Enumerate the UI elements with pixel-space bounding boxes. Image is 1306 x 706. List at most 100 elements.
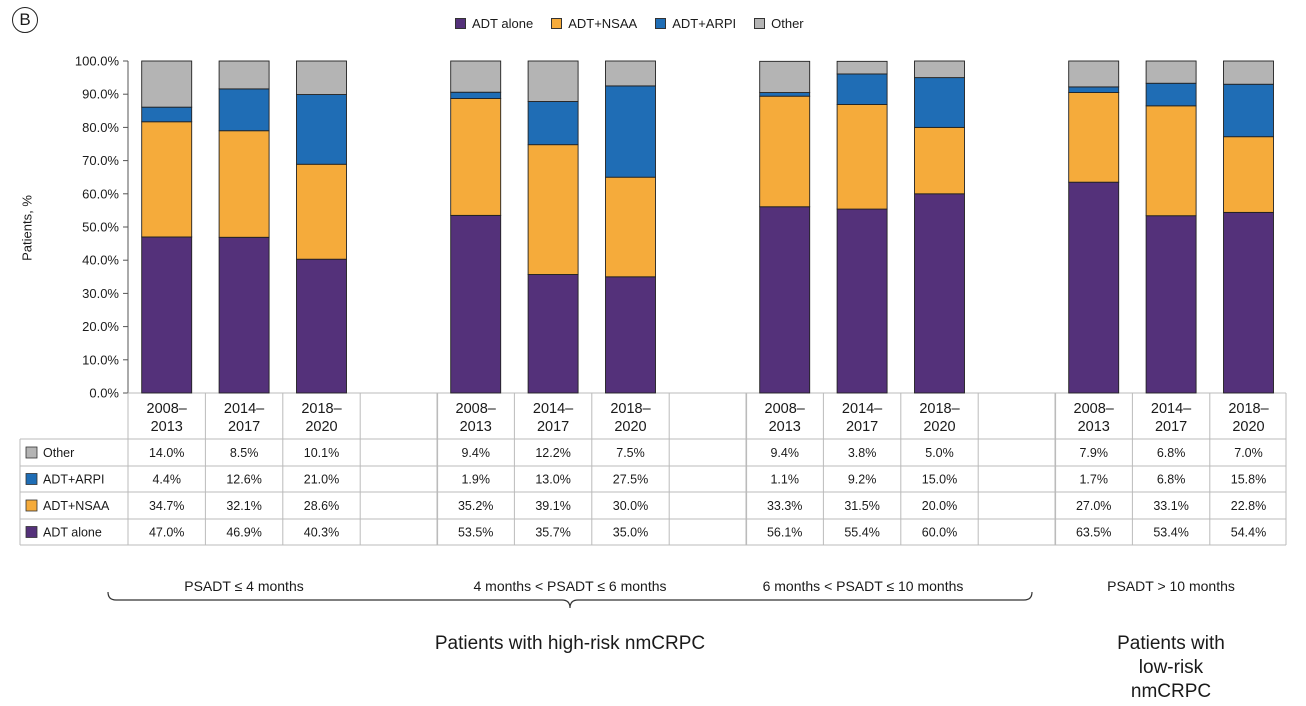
- legend-swatch-adt-alone: [455, 18, 466, 29]
- row-swatch-other: [25, 446, 38, 459]
- bar-segment-adt-arpi-g4-b2: [1145, 82, 1197, 107]
- table-cell-other: 3.8%: [848, 446, 877, 460]
- period-label-start: 2018–: [1228, 401, 1269, 417]
- legend-swatch-other: [754, 18, 766, 29]
- table-cell-adt-alone: 35.0%: [613, 526, 648, 540]
- group-label-psadt-gt-10: PSADT > 10 months: [1107, 578, 1235, 594]
- period-label-end: 2013: [460, 419, 492, 435]
- period-label-end: 2020: [923, 419, 955, 435]
- period-label-start: 2008–: [147, 401, 188, 417]
- bar-segment-adt-alone-g4-b2: [1145, 215, 1197, 394]
- legend-item-other: Other: [754, 16, 804, 31]
- y-tick-label: 60.0%: [82, 186, 119, 201]
- low-risk-cohort-label-line-1: Patients with: [1117, 633, 1225, 654]
- period-label-start: 2018–: [301, 401, 342, 417]
- period-label-end: 2017: [1155, 419, 1187, 435]
- period-label-end: 2017: [228, 419, 260, 435]
- table-cell-adt-arpi: 27.5%: [613, 473, 648, 487]
- period-label-start: 2014–: [1151, 401, 1192, 417]
- bar-segment-adt-arpi-g1-b1: [141, 106, 193, 123]
- bar-segment-adt-nsaa-g3-b1: [759, 95, 811, 208]
- table-cell-other: 9.4%: [461, 446, 490, 460]
- legend: ADT alone ADT+NSAA ADT+ARPI Other: [455, 16, 804, 31]
- table-cell-other: 14.0%: [149, 446, 184, 460]
- table-cell-other: 8.5%: [230, 446, 259, 460]
- bar-segment-adt-nsaa-g2-b1: [450, 98, 502, 216]
- bar-segment-other-g1-b2: [218, 60, 270, 90]
- table-cell-adt-arpi: 12.6%: [226, 473, 261, 487]
- period-label-start: 2014–: [842, 401, 883, 417]
- table-cell-adt-arpi: 6.8%: [1157, 473, 1186, 487]
- y-tick-label: 0.0%: [89, 386, 119, 401]
- group-label-psadt-4-6: 4 months < PSADT ≤ 6 months: [473, 578, 667, 594]
- bar-segment-adt-arpi-g3-b2: [836, 73, 888, 105]
- legend-item-adt-nsaa: ADT+NSAA: [551, 16, 637, 31]
- table-cell-adt-nsaa: 27.0%: [1076, 499, 1111, 513]
- bar-segment-adt-nsaa-g4-b3: [1223, 136, 1274, 213]
- bar-segment-other-g3-b3: [914, 60, 965, 79]
- period-label-end: 2017: [537, 419, 569, 435]
- bar-segment-adt-nsaa-g1-b2: [218, 130, 270, 238]
- table-cell-adt-nsaa: 30.0%: [613, 499, 648, 513]
- table-cell-adt-alone: 47.0%: [149, 526, 184, 540]
- bar-segment-adt-alone-g2-b1: [450, 214, 502, 394]
- row-label-adt-arpi: ADT+ARPI: [43, 473, 104, 487]
- high-risk-brace: [107, 591, 1033, 609]
- legend-label-other: Other: [771, 16, 804, 31]
- bar-segment-adt-alone-g3-b2: [836, 208, 888, 394]
- bar-segment-adt-alone-g2-b2: [527, 274, 579, 394]
- table-cell-adt-arpi: 1.7%: [1079, 473, 1108, 487]
- period-label-end: 2013: [769, 419, 801, 435]
- row-label-adt-nsaa: ADT+NSAA: [43, 499, 110, 513]
- period-label-end: 2013: [151, 419, 183, 435]
- table-cell-adt-alone: 54.4%: [1231, 526, 1266, 540]
- table-cell-adt-nsaa: 20.0%: [922, 499, 957, 513]
- table-cell-adt-nsaa: 39.1%: [535, 499, 570, 513]
- bar-segment-adt-nsaa-g1-b1: [141, 121, 193, 238]
- table-cell-adt-alone: 53.5%: [458, 526, 493, 540]
- bar-segment-adt-nsaa-g3-b2: [836, 104, 888, 210]
- period-label-end: 2020: [614, 419, 646, 435]
- table-cell-adt-alone: 35.7%: [535, 526, 570, 540]
- table-cell-other: 9.4%: [770, 446, 799, 460]
- bar-segment-adt-alone-g3-b1: [759, 206, 811, 394]
- table-cell-adt-arpi: 1.1%: [770, 473, 799, 487]
- row-label-other: Other: [43, 446, 74, 460]
- bar-segment-other-g3-b2: [836, 60, 888, 75]
- period-label-end: 2017: [846, 419, 878, 435]
- table-cell-adt-nsaa: 33.1%: [1153, 499, 1188, 513]
- period-label-start: 2008–: [765, 401, 806, 417]
- bar-segment-adt-arpi-g1-b2: [218, 88, 270, 132]
- row-label-adt-alone: ADT alone: [43, 526, 102, 540]
- legend-label-adt-nsaa: ADT+NSAA: [568, 16, 638, 31]
- y-tick-label: 10.0%: [82, 352, 119, 367]
- table-cell-adt-nsaa: 22.8%: [1231, 499, 1266, 513]
- bar-segment-adt-alone-g1-b3: [296, 258, 347, 394]
- bar-segment-adt-nsaa-g3-b3: [914, 126, 965, 195]
- table-cell-other: 7.5%: [616, 446, 645, 460]
- bar-segment-other-g4-b2: [1145, 60, 1197, 84]
- bar-segment-other-g4-b1: [1068, 60, 1120, 88]
- bar-segment-other-g2-b2: [527, 60, 579, 102]
- bar-segment-adt-alone-g1-b1: [141, 236, 193, 394]
- y-tick-label: 30.0%: [82, 286, 119, 301]
- low-risk-cohort-label: Patients with low-risk nmCRPC: [1104, 632, 1239, 704]
- table-cell-adt-nsaa: 31.5%: [844, 499, 879, 513]
- table-cell-adt-alone: 40.3%: [304, 526, 339, 540]
- period-label-start: 2014–: [224, 401, 265, 417]
- bar-segment-other-g1-b3: [296, 60, 347, 95]
- bar-segment-adt-alone-g3-b3: [914, 193, 965, 394]
- table-cell-other: 7.0%: [1234, 446, 1263, 460]
- bar-segment-adt-arpi-g1-b3: [296, 94, 347, 165]
- legend-item-adt-alone: ADT alone: [455, 16, 533, 31]
- table-cell-adt-nsaa: 33.3%: [767, 499, 802, 513]
- legend-swatch-adt-nsaa: [551, 18, 563, 29]
- period-label-end: 2020: [1232, 419, 1264, 435]
- period-label-start: 2018–: [610, 401, 651, 417]
- bar-segment-adt-nsaa-g4-b2: [1145, 105, 1197, 217]
- high-risk-cohort-label: Patients with high-risk nmCRPC: [434, 633, 706, 654]
- table-cell-adt-alone: 55.4%: [844, 526, 879, 540]
- table-cell-other: 12.2%: [535, 446, 570, 460]
- table-cell-adt-arpi: 15.0%: [922, 473, 957, 487]
- bar-segment-adt-alone-g2-b3: [605, 276, 656, 394]
